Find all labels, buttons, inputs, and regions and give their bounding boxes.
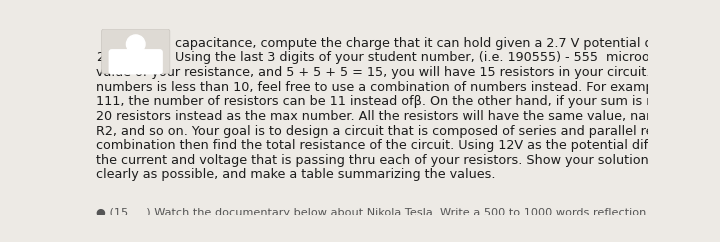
Text: capacitance, compute the charge that it can hold given a 2.7 V potential differe: capacitance, compute the charge that it … — [175, 37, 714, 50]
Text: the current and voltage that is passing thru each of your resistors. Show your s: the current and voltage that is passing … — [96, 154, 720, 167]
Text: ● (15     ) Watch the documentary below about Nikola Tesla  Write a 500 to 1000 : ● (15 ) Watch the documentary below abou… — [96, 208, 647, 218]
Text: 111, the number of resistors can be 11 instead ofβ. On the other hand, if your s: 111, the number of resistors can be 11 i… — [96, 95, 720, 108]
FancyBboxPatch shape — [109, 49, 163, 75]
Text: 2: 2 — [96, 51, 104, 64]
Circle shape — [127, 35, 145, 53]
Text: value of your resistance, and 5 + 5 + 5 = 15, you will have 15 resistors in your: value of your resistance, and 5 + 5 + 5 … — [96, 66, 720, 79]
FancyBboxPatch shape — [102, 29, 170, 74]
Text: R2, and so on. Your goal is to design a circuit that is composed of series and p: R2, and so on. Your goal is to design a … — [96, 125, 711, 137]
Text: numbers is less than 10, feel free to use a combination of numbers instead. For : numbers is less than 10, feel free to us… — [96, 81, 720, 94]
Text: combination then find the total resistance of the circuit. Using 12V as the pote: combination then find the total resistan… — [96, 139, 720, 152]
Text: Using the last 3 digits of your student number, (i.e. 190555) - 555  microohms w: Using the last 3 digits of your student … — [175, 51, 720, 64]
Text: 20 resistors instead as the max number. All the resistors will have the same val: 20 resistors instead as the max number. … — [96, 110, 720, 123]
Text: clearly as possible, and make a table summarizing the values.: clearly as possible, and make a table su… — [96, 168, 495, 182]
